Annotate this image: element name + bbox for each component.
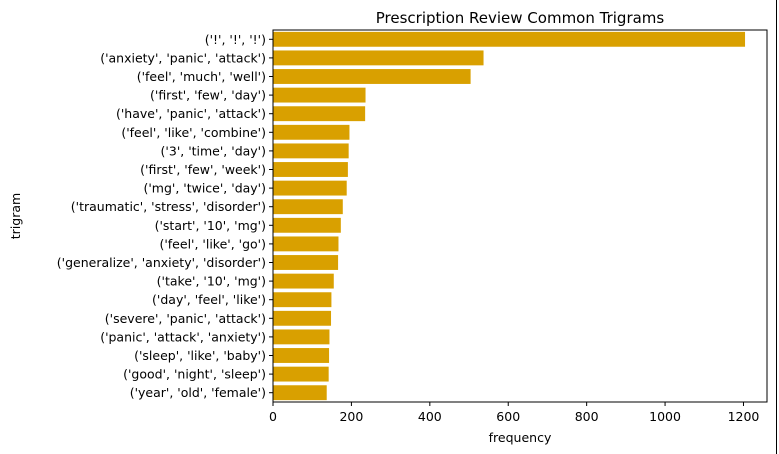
bar-14 bbox=[273, 292, 332, 308]
plot-frame bbox=[272, 29, 768, 403]
bars-group bbox=[273, 31, 746, 401]
bar-17 bbox=[273, 348, 330, 363]
x-tick-label: 0 bbox=[269, 409, 277, 424]
y-tick-label: ('day', 'feel', 'like') bbox=[152, 292, 266, 307]
x-tick-label: 600 bbox=[496, 409, 520, 424]
bar-15 bbox=[273, 310, 332, 326]
y-tick-label: ('feel', 'much', 'well') bbox=[137, 69, 266, 84]
chart-title: Prescription Review Common Trigrams bbox=[376, 9, 665, 27]
x-tick-label: 800 bbox=[575, 409, 599, 424]
bar-18 bbox=[273, 366, 329, 382]
bar-3 bbox=[273, 87, 366, 103]
bar-5 bbox=[273, 124, 350, 140]
bar-9 bbox=[273, 199, 343, 215]
y-axis-label: trigram bbox=[8, 193, 23, 239]
y-tick-label: ('generalize', 'anxiety', 'disorder') bbox=[57, 255, 266, 270]
x-axis-label: frequency bbox=[489, 430, 552, 445]
y-tick-label: ('traumatic', 'stress', 'disorder') bbox=[71, 199, 266, 214]
y-tick-label: ('feel', 'like', 'go') bbox=[159, 236, 266, 251]
y-tick-label: ('good', 'night', 'sleep') bbox=[123, 367, 266, 382]
y-tick-label: ('panic', 'attack', 'anxiety') bbox=[100, 329, 266, 344]
y-tick-label: ('severe', 'panic', 'attack') bbox=[105, 311, 266, 326]
y-tick-label: ('have', 'panic', 'attack') bbox=[116, 106, 266, 121]
x-tick-label: 1000 bbox=[649, 409, 681, 424]
x-tick-label: 400 bbox=[418, 409, 442, 424]
bar-0 bbox=[273, 31, 746, 47]
bar-13 bbox=[273, 273, 334, 289]
x-ticks-group: 0 200 400 600 800 1000 1200 bbox=[269, 402, 759, 424]
bar-7 bbox=[273, 162, 348, 177]
bar-19 bbox=[273, 385, 327, 401]
y-ticks-group: ('!', '!', '!') ('anxiety', 'panic', 'att… bbox=[57, 32, 273, 400]
y-tick-label: ('sleep', 'like', 'baby') bbox=[134, 348, 266, 363]
x-tick-label: 200 bbox=[339, 409, 363, 424]
y-tick-label: ('first', 'few', 'week') bbox=[140, 162, 266, 177]
bar-12 bbox=[273, 255, 339, 270]
bar-10 bbox=[273, 217, 341, 233]
y-tick-label: ('first', 'few', 'day') bbox=[150, 88, 266, 103]
bar-6 bbox=[273, 143, 349, 159]
y-tick-label: ('year', 'old', 'female') bbox=[130, 385, 266, 400]
bar-16 bbox=[273, 329, 330, 345]
y-tick-label: ('mg', 'twice', 'day') bbox=[143, 181, 266, 196]
y-tick-label: ('!', '!', '!') bbox=[205, 32, 266, 47]
bar-4 bbox=[273, 106, 366, 122]
y-tick-label: ('anxiety', 'panic', 'attack') bbox=[100, 50, 266, 65]
bar-1 bbox=[273, 50, 484, 66]
bar-2 bbox=[273, 69, 471, 84]
bar-11 bbox=[273, 236, 339, 252]
bar-8 bbox=[273, 180, 347, 196]
edge-divider bbox=[776, 0, 777, 454]
y-tick-label: ('feel', 'like', 'combine') bbox=[121, 125, 266, 140]
y-tick-label: ('3', 'time', 'day') bbox=[161, 143, 266, 158]
x-tick-label: 1200 bbox=[728, 409, 760, 424]
y-tick-label: ('take', '10', 'mg') bbox=[157, 274, 266, 289]
y-tick-label: ('start', '10', 'mg') bbox=[155, 218, 266, 233]
